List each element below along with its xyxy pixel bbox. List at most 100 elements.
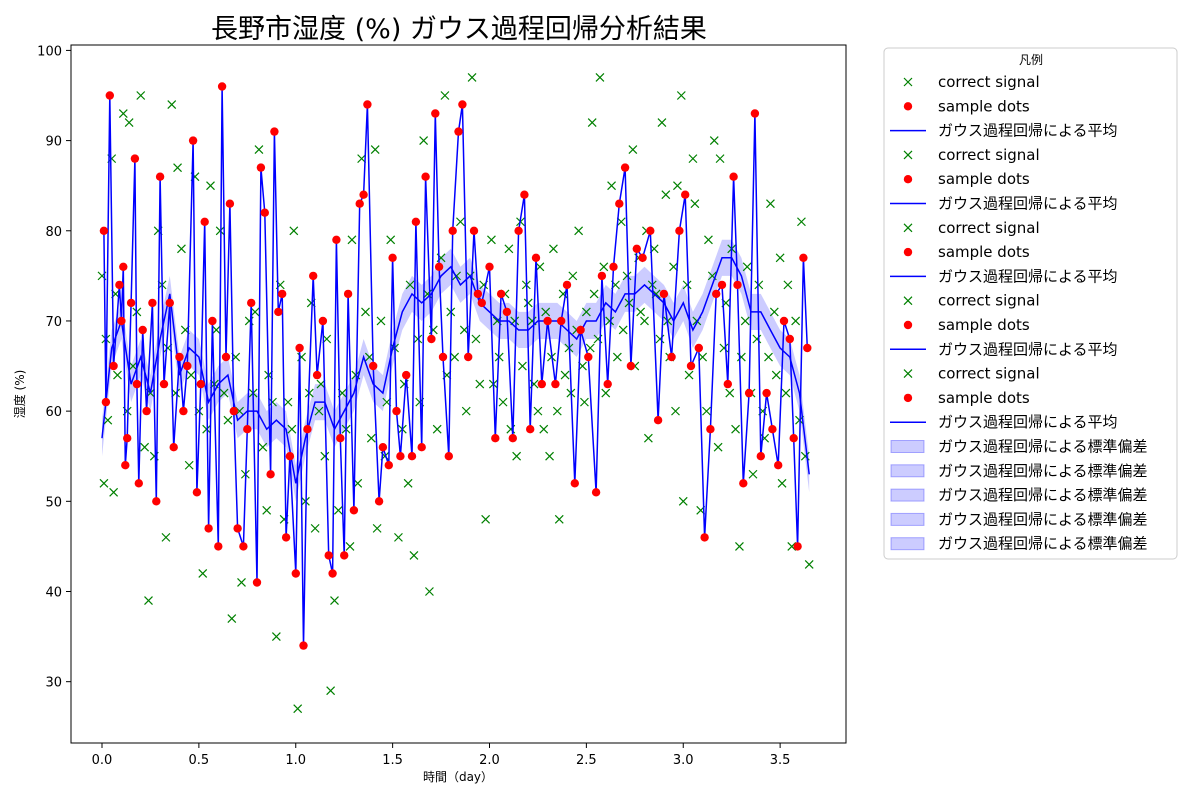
legend-label: sample dots: [938, 170, 1030, 188]
sample-dot: [700, 533, 709, 542]
legend-x-marker: [903, 150, 913, 160]
sample-dot: [448, 226, 457, 235]
sample-dot: [155, 172, 165, 181]
legend-x-marker: [903, 223, 913, 233]
correct-signal-point: [533, 406, 543, 416]
legend-entry: ガウス過程回帰による平均: [890, 122, 1118, 140]
legend-entry: ガウス過程回帰による標準偏差: [890, 535, 1148, 553]
sample-dot: [444, 452, 453, 461]
sample-dot: [411, 217, 421, 226]
legend-dot-marker: [903, 320, 913, 330]
sample-dot: [217, 82, 227, 91]
sample-dot: [278, 289, 287, 299]
correct-signal-point: [361, 307, 370, 317]
sample-dot: [119, 262, 128, 271]
sample-dot: [252, 578, 262, 587]
sample-dot: [384, 461, 393, 470]
correct-signal-point: [554, 514, 564, 524]
y-tick-label: 50: [45, 495, 62, 510]
sample-dot: [328, 569, 337, 578]
sample-dot: [121, 461, 130, 470]
sample-dot: [138, 325, 147, 335]
correct-signal-point: [777, 478, 787, 488]
chart-title: 長野市湿度 (%) ガウス過程回帰分析結果: [211, 14, 707, 45]
correct-signal-point: [580, 397, 589, 407]
legend-label: ガウス過程回帰による平均: [938, 195, 1118, 213]
sample-dot: [221, 352, 231, 362]
sample-dot: [243, 425, 252, 434]
sample-dot: [793, 542, 802, 551]
sample-dot: [557, 316, 566, 326]
sample-dot: [169, 443, 178, 452]
sample-dot: [142, 406, 151, 416]
correct-signal-point: [167, 100, 177, 109]
correct-signal-point: [769, 307, 779, 317]
sample-dot: [646, 226, 655, 235]
correct-signal-point: [698, 352, 708, 362]
correct-signal-point: [643, 433, 653, 443]
legend-label: sample dots: [938, 97, 1030, 115]
y-tick-label: 80: [45, 225, 62, 240]
correct-signal-point: [766, 199, 775, 209]
sample-dot: [175, 352, 184, 362]
correct-signal-point: [386, 235, 396, 245]
sample-dot: [388, 253, 397, 262]
sample-dot: [464, 352, 473, 362]
correct-signal-point: [628, 145, 638, 155]
legend-label: ガウス過程回帰による標準偏差: [938, 486, 1148, 504]
legend-dot-marker: [903, 247, 913, 257]
correct-signal-point: [316, 379, 326, 389]
correct-signal-point: [219, 388, 229, 398]
correct-signal-point: [612, 352, 622, 362]
legend-entry: correct signal: [903, 146, 1040, 164]
sample-dot: [281, 533, 291, 542]
sample-dot: [99, 226, 109, 235]
sample-dot: [789, 434, 798, 443]
sample-dot: [359, 190, 368, 199]
sample-dot: [417, 443, 426, 452]
sample-dot: [126, 298, 136, 308]
y-tick-label: 30: [45, 676, 62, 691]
sample-dot: [312, 370, 322, 380]
x-tick-label: 1.0: [285, 753, 306, 768]
sample-dot: [473, 289, 483, 299]
x-tick-label: 0.0: [92, 753, 113, 768]
legend-entry: sample dots: [903, 316, 1030, 334]
correct-signal-point: [198, 569, 208, 578]
legend: 凡例 correct signal sample dots ガウス過程回帰による平均…: [883, 47, 1178, 560]
legend-dot-marker: [903, 393, 913, 403]
sample-dot: [706, 425, 715, 434]
sample-dot: [537, 379, 546, 389]
correct-signal-point: [223, 415, 233, 425]
sample-dot: [454, 127, 463, 136]
sample-dot: [785, 334, 794, 344]
correct-signal-point: [206, 181, 215, 191]
correct-signal-point: [740, 316, 750, 326]
correct-signal-point: [124, 118, 134, 127]
sample-dot: [132, 379, 142, 389]
std-band: [102, 239, 810, 502]
correct-signal-point: [607, 181, 616, 191]
sample-dot: [620, 163, 630, 172]
sample-dot: [363, 100, 372, 109]
sample-dot: [159, 379, 169, 389]
y-tick-label: 100: [37, 44, 62, 59]
x-tick-label: 2.0: [479, 753, 500, 768]
y-axis-label: 湿度 (%): [12, 370, 27, 419]
correct-signal-point: [585, 343, 595, 353]
sample-dot: [514, 226, 523, 235]
legend-label: ガウス過程回帰による標準偏差: [938, 462, 1148, 480]
legend-entry: correct signal: [903, 365, 1040, 383]
correct-signal-point: [742, 262, 752, 272]
sample-dot: [491, 434, 500, 443]
legend-label: ガウス過程回帰による標準偏差: [938, 438, 1148, 456]
sample-dot: [520, 190, 529, 199]
sample-dot: [256, 163, 266, 172]
plot-area: [71, 45, 846, 743]
sample-dot: [434, 262, 444, 271]
sample-dot: [192, 488, 202, 497]
sample-dot: [686, 361, 696, 371]
correct-signal-point: [709, 136, 719, 146]
sample-dot: [584, 352, 593, 362]
correct-signal-point: [783, 280, 793, 290]
